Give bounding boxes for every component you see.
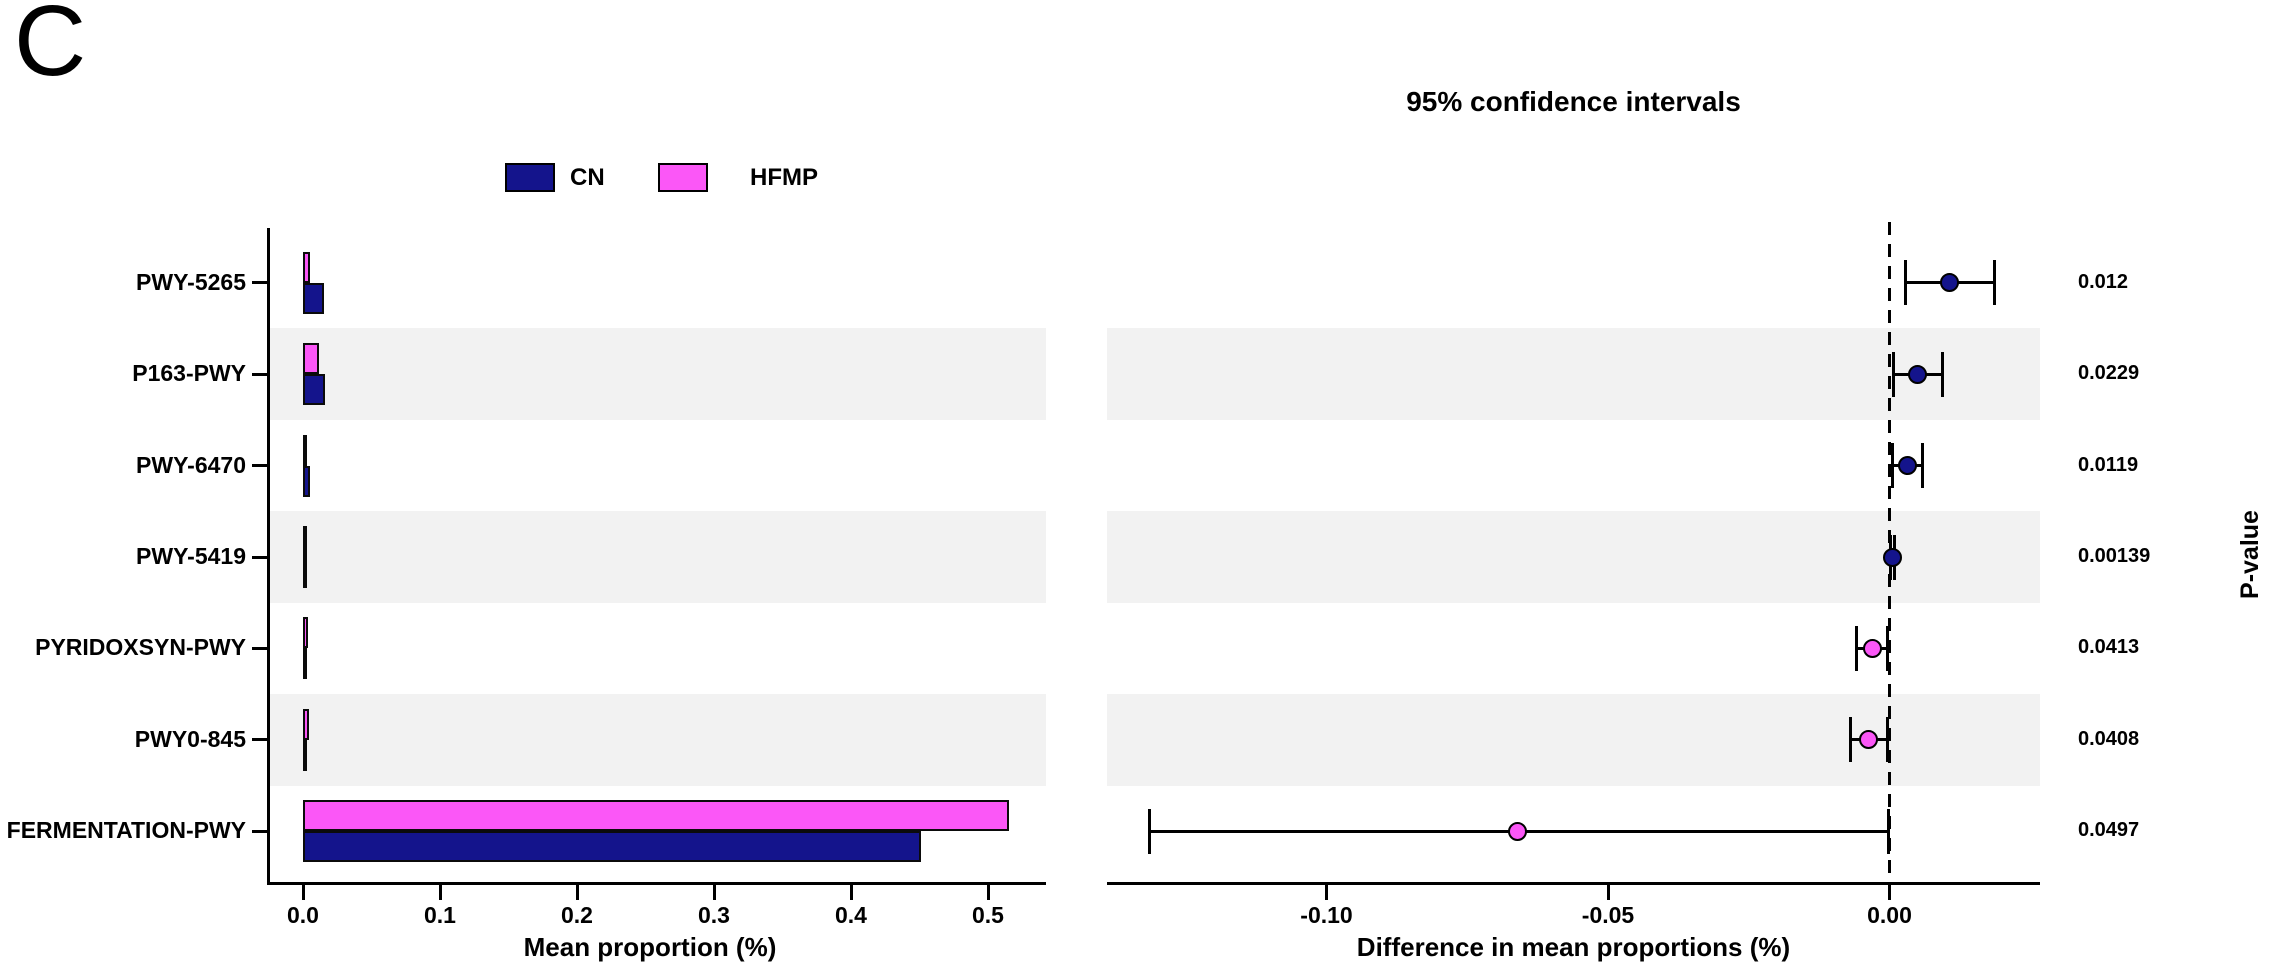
category-label: P163-PWY xyxy=(132,360,246,387)
ci-cap-right xyxy=(1993,260,1997,306)
x-tick-label: 0.3 xyxy=(698,902,730,928)
bar-hfmp xyxy=(303,343,319,375)
bar-cn xyxy=(303,648,307,680)
ci-cap-left xyxy=(1903,260,1907,306)
bar-hfmp xyxy=(303,526,307,557)
grid-stripe xyxy=(1107,694,2040,786)
bar-cn xyxy=(303,739,307,771)
bar-cn xyxy=(303,557,307,588)
x-tick xyxy=(1888,885,1891,900)
ci-dot xyxy=(1908,364,1928,384)
ci-cap-right xyxy=(1886,808,1890,854)
category-label: PWY-5265 xyxy=(136,268,246,295)
x-tick xyxy=(712,885,716,900)
ci-dot xyxy=(1508,821,1528,841)
x-tick xyxy=(849,885,853,900)
p-value: 0.012 xyxy=(2078,270,2129,293)
legend-swatch-hfmp xyxy=(658,163,708,192)
x-tick-label: 0.00 xyxy=(1867,902,1912,928)
pvalue-axis-label: P-value xyxy=(2235,510,2264,599)
ci-cap-right xyxy=(1920,443,1924,489)
ci-cap-left xyxy=(1855,625,1859,671)
right-x-axis-title: Difference in mean proportions (%) xyxy=(1356,932,1791,962)
x-tick-label: 0.1 xyxy=(424,902,456,928)
left-x-axis-title: Mean proportion (%) xyxy=(523,932,777,962)
ci-dot xyxy=(1898,456,1918,476)
ci-cap-left xyxy=(1147,808,1151,854)
bar-hfmp xyxy=(303,800,1009,832)
x-tick xyxy=(575,885,579,900)
ci-dot xyxy=(1940,273,1960,293)
bar-hfmp xyxy=(303,434,307,466)
category-label: PWY0-845 xyxy=(134,725,246,752)
grid-stripe xyxy=(269,694,1046,786)
x-tick xyxy=(301,885,305,900)
x-tick-label: -0.05 xyxy=(1581,902,1635,928)
y-tick xyxy=(252,555,268,559)
category-label: FERMENTATION-PWY xyxy=(6,817,246,844)
p-value: 0.0408 xyxy=(2078,727,2140,750)
ci-cap-left xyxy=(1848,717,1852,763)
bar-hfmp xyxy=(303,708,310,740)
x-tick xyxy=(986,885,990,900)
grid-stripe xyxy=(269,511,1046,603)
ci-dot xyxy=(1862,638,1882,658)
legend-label-hfmp: HFMP xyxy=(750,164,818,191)
right-x-axis-line xyxy=(1107,882,2040,885)
p-value: 0.0119 xyxy=(2078,453,2139,476)
category-label: PWY-5419 xyxy=(136,543,246,569)
category-label: PWY-6470 xyxy=(136,451,246,478)
bar-cn xyxy=(303,282,325,314)
x-tick-label: 0.4 xyxy=(835,902,867,928)
grid-stripe xyxy=(1107,328,2040,420)
y-tick xyxy=(252,281,268,285)
y-tick xyxy=(252,829,268,833)
ci-cap-right xyxy=(1885,625,1889,671)
p-value: 0.0229 xyxy=(2078,362,2140,385)
y-tick xyxy=(252,646,268,650)
p-value: 0.0413 xyxy=(2078,636,2140,659)
left-y-axis-line xyxy=(266,228,270,885)
bar-cn xyxy=(303,831,921,863)
ci-cap-left xyxy=(1891,351,1895,397)
ci-dot xyxy=(1858,730,1878,750)
p-value: 0.00139 xyxy=(2078,545,2151,567)
ci-cap-right xyxy=(1940,351,1944,397)
x-tick xyxy=(438,885,442,900)
x-tick-label: 0.5 xyxy=(972,902,1004,928)
category-label: PYRIDOXSYN-PWY xyxy=(35,634,246,661)
x-tick-label: 0.2 xyxy=(561,902,593,928)
x-tick xyxy=(1325,885,1328,900)
y-tick xyxy=(252,738,268,742)
x-tick-label: -0.10 xyxy=(1300,902,1353,928)
panel-label: C xyxy=(14,0,87,97)
ci-cap-left xyxy=(1891,443,1895,489)
ci-dot xyxy=(1882,547,1902,567)
y-tick xyxy=(252,464,268,468)
legend-label-cn: CN xyxy=(570,164,605,191)
x-tick xyxy=(1606,885,1610,900)
bar-cn xyxy=(303,465,310,497)
left-x-axis-line xyxy=(266,882,1046,885)
bar-hfmp xyxy=(303,617,309,649)
ci-cap-right xyxy=(1886,717,1890,763)
bar-hfmp xyxy=(303,251,310,283)
p-value: 0.0497 xyxy=(2078,819,2140,842)
x-tick-label: 0.0 xyxy=(287,902,319,928)
bar-cn xyxy=(303,374,325,406)
ci-chart-title: 95% confidence intervals xyxy=(1406,86,1741,117)
y-tick xyxy=(252,372,268,376)
grid-stripe xyxy=(269,328,1046,420)
legend-swatch-cn xyxy=(505,163,555,192)
